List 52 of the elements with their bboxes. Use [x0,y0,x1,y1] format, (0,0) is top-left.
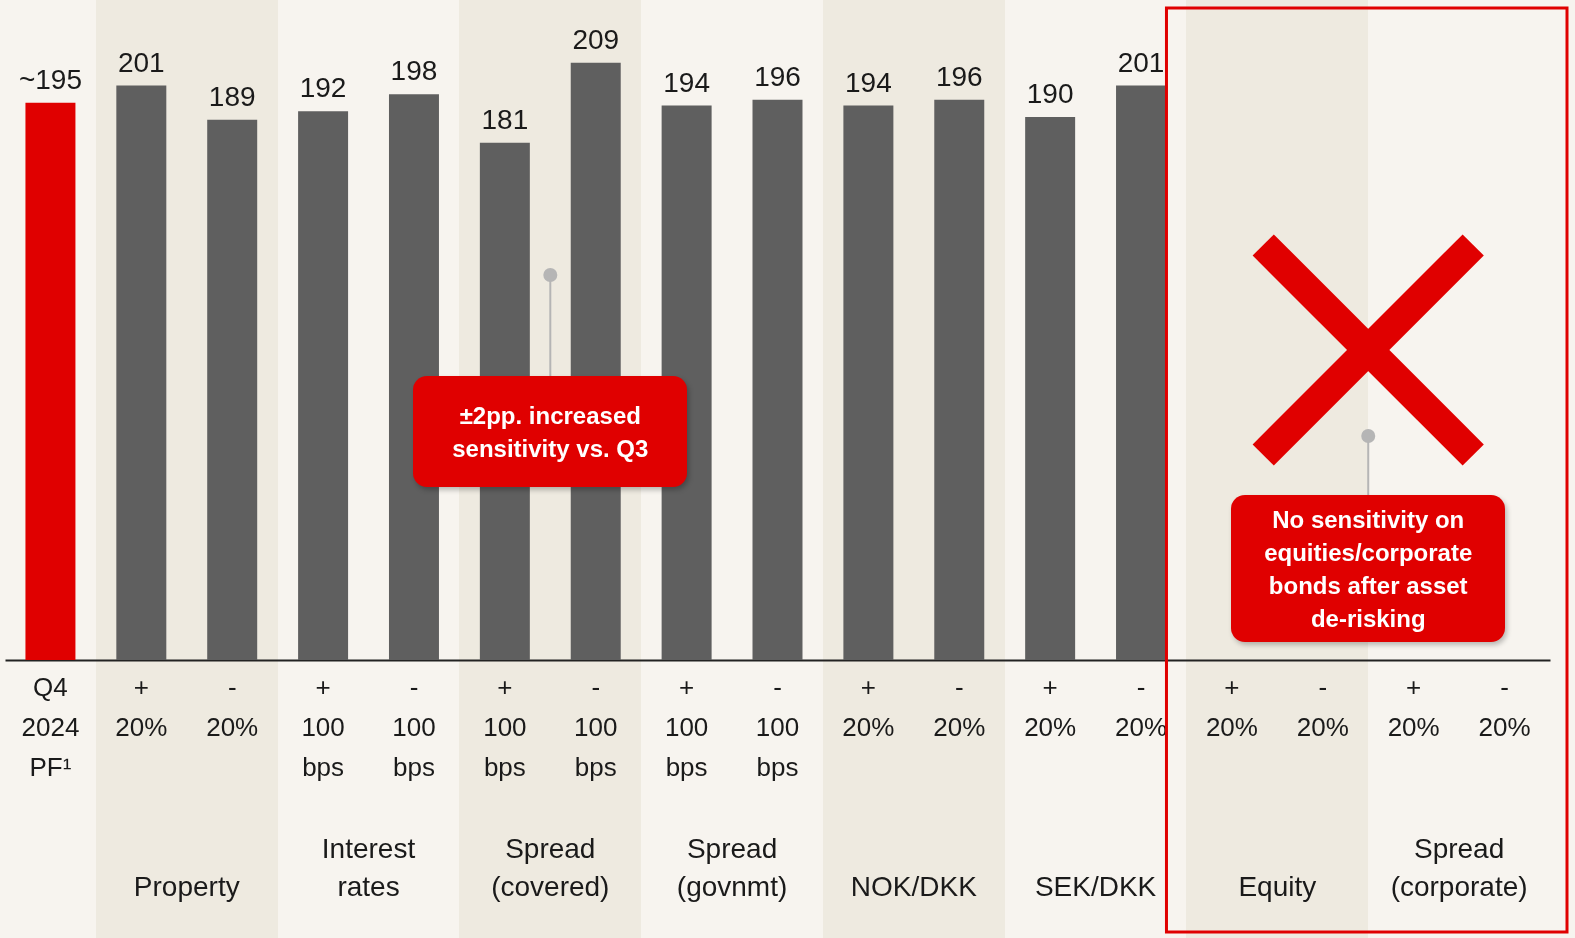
data-label: 190 [1026,78,1074,110]
x-tick-label: - 20% [206,671,259,742]
x-tick-label: - 20% [1478,671,1531,742]
data-label: 181 [481,103,529,135]
x-tick-label: - 100 bps [574,671,618,782]
text: Property [133,871,240,902]
data-label: 196 [935,60,983,92]
x-tick-label: + 100 bps [301,671,345,782]
data-label: 192 [299,72,347,104]
x-tick-label: + 20% [1387,671,1440,742]
data-label: 194 [663,66,710,98]
text: Spread (covered) [491,833,610,902]
text: Spread (govnmt) [676,833,788,902]
data-label: 196 [754,60,801,92]
text: Spread (corporate) [1390,833,1528,902]
data-label: 201 [117,46,165,78]
x-tick-label: + 20% [115,671,168,742]
x-tick-label: + 20% [1024,671,1077,742]
bar [843,105,894,660]
data-label: 209 [572,23,620,55]
x-tick-label: - 100 bps [755,671,800,782]
x-tick-label: + 20% [842,671,895,742]
bar [1025,117,1076,660]
x-tick-label: + 100 bps [664,671,709,782]
x-tick-label: - 20% [1296,671,1349,742]
text: Interest rates [321,833,416,902]
bar [298,111,349,660]
bar [207,119,258,660]
bar [934,99,985,660]
callout-box: ±2pp. increased sensitivity vs. Q3 [413,376,688,487]
bar [752,99,803,660]
bar [25,102,76,660]
annotation: No sensitivity on equities/corporate bonds after asset de-risking [1264,505,1473,632]
text: NOK/DKK [850,871,978,902]
data-label: 194 [845,66,892,98]
x-tick-label: Q4 2024 PF¹ [21,671,80,782]
text: SEK/DKK [1034,871,1157,902]
data-label: 201 [1117,46,1165,78]
x-tick-label: - 20% [1115,671,1168,742]
text: Equity [1238,871,1317,902]
bar [1116,85,1167,660]
annotation: ±2pp. increased sensitivity vs. Q3 [452,401,649,462]
data-label: 198 [390,55,438,87]
callout-box: No sensitivity on equities/corporate bonds after asset de-risking [1231,495,1506,642]
data-label: ~195 [18,63,82,95]
data-label: 189 [208,80,256,112]
bar [661,105,712,660]
x-tick-label: - 20% [933,671,986,742]
x-tick-label: + 20% [1205,671,1258,742]
bar [116,85,167,660]
x-tick-label: + 100 bps [483,671,527,782]
x-tick-label: - 100 bps [392,671,436,782]
